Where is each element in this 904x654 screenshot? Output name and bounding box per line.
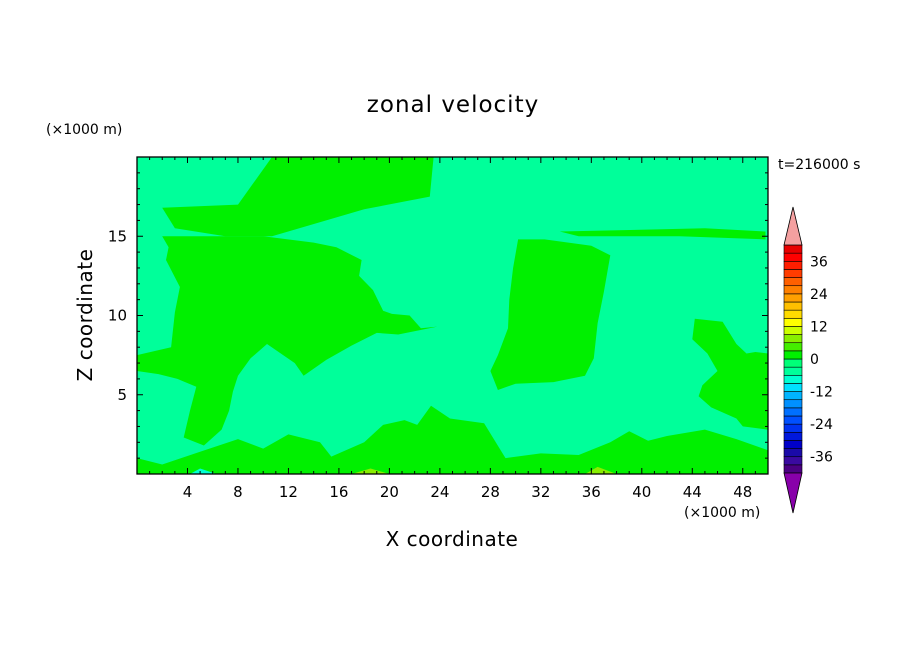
- colorbar-segment: [783, 350, 803, 360]
- colorbar-segment: [783, 464, 803, 474]
- y-tick-label: 5: [117, 386, 127, 404]
- contour-region-2: [137, 236, 438, 446]
- x-unit-label: (×1000 m): [684, 505, 760, 521]
- chart-title: zonal velocity: [367, 92, 539, 118]
- colorbar-segment: [783, 399, 803, 409]
- colorbar-segment: [783, 440, 803, 449]
- contour-region-1: [162, 157, 434, 237]
- colorbar-segment: [783, 366, 803, 376]
- colorbar: -36 -24 -12 0 12 24 36: [783, 206, 833, 514]
- colorbar-segment: [783, 285, 803, 295]
- y-unit-label: (×1000 m): [46, 122, 122, 138]
- y-tick-label: 15: [108, 227, 127, 245]
- contour-region-8: [585, 466, 617, 474]
- colorbar-over-arrow: [783, 206, 803, 246]
- colorbar-segment: [783, 407, 803, 417]
- x-tick-label: 48: [733, 483, 752, 501]
- contour-region-6: [137, 405, 768, 474]
- contour-region-7: [351, 468, 390, 474]
- x-tick-label: 20: [380, 483, 399, 501]
- colorbar-segment: [783, 383, 803, 392]
- x-tick-label: 4: [183, 483, 193, 501]
- contour-region-4: [559, 228, 766, 240]
- colorbar-label: 36: [810, 254, 828, 270]
- colorbar-segment: [783, 456, 803, 466]
- x-tick-label: 16: [329, 483, 348, 501]
- colorbar-segment: [783, 260, 803, 270]
- colorbar-segment: [783, 277, 803, 287]
- colorbar-segment: [783, 252, 803, 262]
- x-tick-label: 40: [632, 483, 651, 501]
- x-tick-label: 28: [481, 483, 500, 501]
- colorbar-segment: [783, 391, 803, 401]
- y-tick-label: 10: [108, 307, 127, 325]
- colorbar-segment: [783, 431, 803, 441]
- x-tick-label: 24: [430, 483, 449, 501]
- colorbar-segment: [783, 448, 803, 458]
- colorbar-label: 12: [810, 319, 828, 335]
- x-tick-label: 12: [279, 483, 298, 501]
- colorbar-segment: [783, 415, 803, 425]
- colorbar-label: 0: [810, 352, 819, 368]
- colorbar-segment: [783, 301, 803, 311]
- colorbar-segment: [783, 334, 803, 344]
- colorbar-label: -36: [810, 450, 833, 466]
- colorbar-segment: [783, 269, 803, 278]
- colorbar-segment: [783, 317, 803, 327]
- colorbar-label: -24: [810, 417, 833, 433]
- colorbar-segment: [783, 342, 803, 352]
- time-label: t=216000 s: [778, 157, 860, 173]
- x-axis-label: X coordinate: [386, 527, 519, 551]
- contour-region-9: [190, 468, 217, 474]
- colorbar-segment: [783, 374, 803, 384]
- colorbar-segment: [783, 309, 803, 319]
- colorbar-segment: [783, 423, 803, 433]
- colorbar-label: -12: [810, 385, 833, 401]
- x-tick-label: 32: [531, 483, 550, 501]
- colorbar-segment: [783, 326, 803, 335]
- colorbar-label: 24: [810, 287, 828, 303]
- x-tick-label: 44: [683, 483, 702, 501]
- x-tick-label: 36: [582, 483, 601, 501]
- colorbar-segment: [783, 293, 803, 303]
- y-axis: 5 10 15: [108, 172, 768, 459]
- colorbar-segment: [783, 244, 803, 254]
- x-tick-label: 8: [233, 483, 243, 501]
- plot-area: [136, 156, 769, 475]
- colorbar-under-arrow: [783, 472, 803, 514]
- contour-region-5: [692, 318, 768, 430]
- colorbar-segment: [783, 358, 803, 368]
- x-axis: 4 8 12 16 20 24 28 32 36 40 44 48: [149, 157, 756, 501]
- y-axis-label: Z coordinate: [73, 249, 97, 382]
- contour-region-3: [490, 239, 611, 390]
